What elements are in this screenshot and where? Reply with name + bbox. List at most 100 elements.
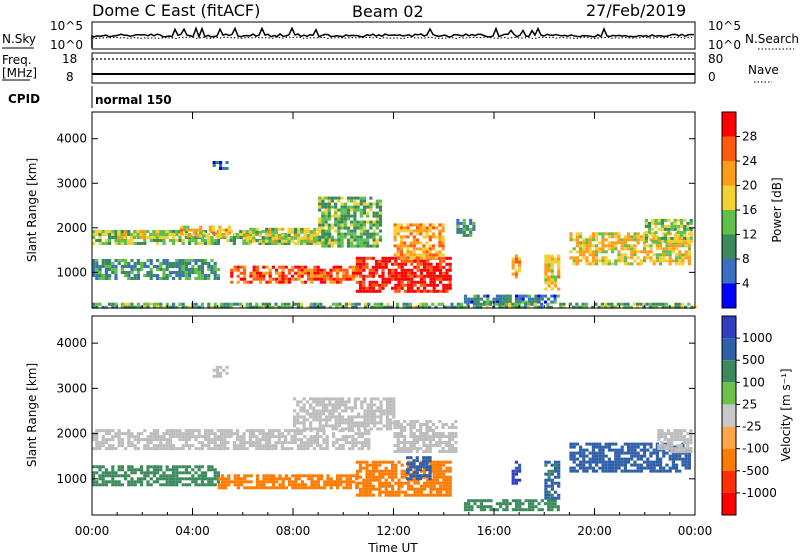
data-cell bbox=[272, 486, 276, 490]
data-cell bbox=[291, 277, 295, 281]
data-cell bbox=[200, 474, 204, 478]
data-cell bbox=[337, 235, 341, 239]
data-cell bbox=[643, 259, 647, 263]
data-cell bbox=[415, 429, 420, 432]
data-cell bbox=[120, 302, 124, 306]
data-cell bbox=[165, 483, 169, 487]
data-cell bbox=[124, 242, 128, 245]
data-cell bbox=[684, 305, 688, 309]
colorbar-segment bbox=[722, 259, 736, 284]
data-cell bbox=[441, 253, 445, 257]
data-cell bbox=[207, 447, 211, 451]
data-cell bbox=[291, 486, 295, 490]
data-cell bbox=[328, 415, 332, 419]
data-cell bbox=[572, 445, 576, 449]
data-cell bbox=[332, 280, 336, 284]
data-cell bbox=[456, 224, 460, 228]
data-cell bbox=[527, 502, 532, 506]
data-cell bbox=[569, 451, 573, 455]
data-cell bbox=[159, 262, 163, 265]
data-cell bbox=[400, 490, 404, 494]
data-cell bbox=[623, 463, 627, 467]
data-cell bbox=[676, 435, 680, 439]
data-cell bbox=[271, 233, 275, 237]
data-cell bbox=[508, 294, 512, 298]
data-cell bbox=[92, 474, 96, 478]
data-cell bbox=[114, 435, 118, 439]
data-cell bbox=[598, 457, 602, 461]
data-cell bbox=[426, 289, 430, 293]
data-cell bbox=[313, 271, 317, 275]
data-cell bbox=[98, 302, 102, 306]
data-cell bbox=[362, 268, 366, 272]
data-cell bbox=[623, 302, 627, 306]
data-cell bbox=[362, 196, 367, 200]
data-cell bbox=[550, 484, 554, 488]
data-cell bbox=[389, 409, 393, 413]
data-cell bbox=[207, 302, 211, 306]
data-cell bbox=[353, 208, 357, 212]
data-cell bbox=[518, 508, 522, 512]
data-cell bbox=[585, 469, 589, 473]
data-cell bbox=[328, 412, 332, 416]
data-cell bbox=[659, 460, 663, 464]
data-cell bbox=[422, 474, 426, 478]
data-cell bbox=[146, 465, 150, 469]
data-cell bbox=[379, 415, 383, 419]
colorbar-tick-label: -100 bbox=[742, 442, 769, 456]
data-cell bbox=[614, 457, 618, 461]
data-cell bbox=[681, 262, 685, 266]
data-cell bbox=[687, 262, 691, 266]
data-cell bbox=[359, 241, 363, 245]
data-cell bbox=[655, 247, 659, 251]
data-cell bbox=[505, 508, 509, 512]
data-cell bbox=[362, 220, 367, 224]
data-cell bbox=[255, 268, 259, 272]
data-cell bbox=[681, 244, 685, 248]
data-cell bbox=[579, 454, 583, 458]
data-cell bbox=[441, 447, 445, 450]
data-cell bbox=[369, 403, 373, 407]
data-cell bbox=[261, 432, 265, 436]
data-cell bbox=[617, 259, 621, 263]
data-cell bbox=[572, 259, 576, 263]
data-cell bbox=[232, 441, 236, 445]
data-cell bbox=[280, 305, 284, 309]
data-cell bbox=[604, 256, 608, 260]
data-cell bbox=[120, 438, 124, 442]
data-cell bbox=[95, 444, 99, 448]
data-cell bbox=[194, 239, 198, 242]
data-cell bbox=[316, 227, 320, 231]
data-cell bbox=[252, 271, 256, 275]
data-cell bbox=[687, 244, 691, 248]
data-cell bbox=[400, 283, 404, 287]
data-cell bbox=[687, 460, 691, 464]
data-cell bbox=[293, 418, 297, 422]
data-cell bbox=[623, 262, 627, 266]
data-cell bbox=[425, 423, 429, 426]
data-cell bbox=[472, 227, 476, 231]
data-cell bbox=[280, 444, 284, 448]
data-cell bbox=[676, 227, 680, 231]
data-cell bbox=[239, 438, 243, 442]
data-cell bbox=[95, 302, 99, 306]
data-cell bbox=[108, 444, 112, 448]
data-cell bbox=[428, 459, 432, 463]
data-cell bbox=[352, 474, 356, 478]
data-cell bbox=[479, 499, 483, 503]
data-cell bbox=[559, 302, 563, 306]
data-cell bbox=[428, 441, 432, 444]
data-cell bbox=[679, 432, 683, 436]
data-cell bbox=[325, 406, 329, 410]
data-cell bbox=[178, 435, 182, 439]
data-cell bbox=[337, 397, 341, 401]
data-cell bbox=[575, 305, 579, 309]
data-cell bbox=[239, 230, 243, 233]
data-cell bbox=[331, 406, 335, 410]
data-cell bbox=[346, 226, 351, 230]
data-cell bbox=[199, 234, 203, 238]
data-cell bbox=[359, 262, 363, 266]
data-cell bbox=[343, 205, 347, 209]
data-cell bbox=[357, 427, 361, 431]
data-cell bbox=[378, 262, 382, 266]
